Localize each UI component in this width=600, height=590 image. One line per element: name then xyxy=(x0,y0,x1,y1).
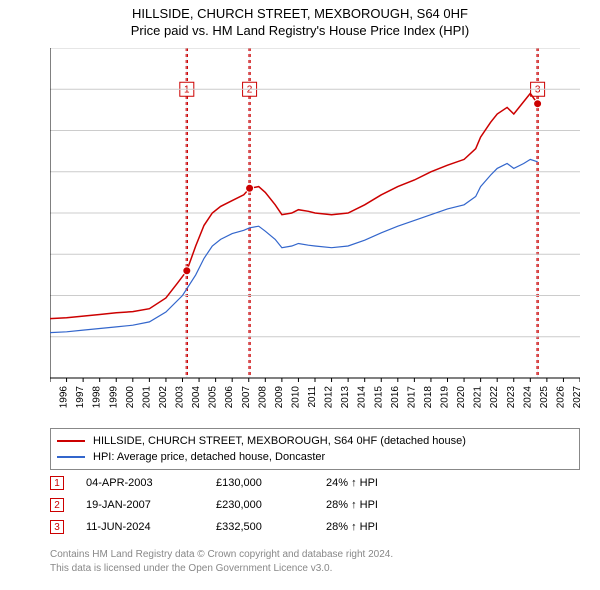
svg-text:1995: 1995 xyxy=(50,386,53,408)
event-price: £332,500 xyxy=(216,521,326,533)
legend: HILLSIDE, CHURCH STREET, MEXBOROUGH, S64… xyxy=(50,428,580,470)
svg-text:2005: 2005 xyxy=(208,386,219,408)
svg-text:2019: 2019 xyxy=(440,386,451,408)
svg-text:2023: 2023 xyxy=(506,386,517,408)
svg-text:1998: 1998 xyxy=(92,386,103,408)
svg-text:2027: 2027 xyxy=(572,386,580,408)
svg-text:2008: 2008 xyxy=(257,386,268,408)
event-price: £130,000 xyxy=(216,477,326,489)
svg-text:2022: 2022 xyxy=(489,386,500,408)
event-row: 3 11-JUN-2024 £332,500 28% ↑ HPI xyxy=(50,516,580,538)
svg-text:1997: 1997 xyxy=(75,386,86,408)
line-chart-svg: 123£0£50K£100K£150K£200K£250K£300K£350K£… xyxy=(50,48,580,408)
event-row: 2 19-JAN-2007 £230,000 28% ↑ HPI xyxy=(50,494,580,516)
svg-text:2014: 2014 xyxy=(357,386,368,408)
svg-text:1999: 1999 xyxy=(108,386,119,408)
legend-label: HPI: Average price, detached house, Donc… xyxy=(93,451,325,463)
event-delta: 24% ↑ HPI xyxy=(326,477,580,489)
title-line1: HILLSIDE, CHURCH STREET, MEXBOROUGH, S64… xyxy=(0,6,600,21)
event-delta: 28% ↑ HPI xyxy=(326,521,580,533)
svg-text:2021: 2021 xyxy=(473,386,484,408)
svg-text:2025: 2025 xyxy=(539,386,550,408)
svg-text:2017: 2017 xyxy=(406,386,417,408)
svg-text:2002: 2002 xyxy=(158,386,169,408)
svg-text:2010: 2010 xyxy=(290,386,301,408)
event-marker-icon: 1 xyxy=(50,476,64,490)
legend-row: HILLSIDE, CHURCH STREET, MEXBOROUGH, S64… xyxy=(57,433,573,449)
svg-text:2020: 2020 xyxy=(456,386,467,408)
chart-area: 123£0£50K£100K£150K£200K£250K£300K£350K£… xyxy=(50,48,580,408)
legend-swatch xyxy=(57,456,85,458)
event-row: 1 04-APR-2003 £130,000 24% ↑ HPI xyxy=(50,472,580,494)
event-price: £230,000 xyxy=(216,499,326,511)
svg-text:2013: 2013 xyxy=(340,386,351,408)
svg-text:2006: 2006 xyxy=(224,386,235,408)
event-marker-icon: 3 xyxy=(50,520,64,534)
title-block: HILLSIDE, CHURCH STREET, MEXBOROUGH, S64… xyxy=(0,0,600,38)
events-table: 1 04-APR-2003 £130,000 24% ↑ HPI 2 19-JA… xyxy=(50,472,580,538)
svg-text:2007: 2007 xyxy=(241,386,252,408)
svg-text:2012: 2012 xyxy=(324,386,335,408)
svg-text:2001: 2001 xyxy=(141,386,152,408)
svg-text:2015: 2015 xyxy=(373,386,384,408)
chart-container: HILLSIDE, CHURCH STREET, MEXBOROUGH, S64… xyxy=(0,0,600,590)
event-marker-icon: 2 xyxy=(50,498,64,512)
svg-text:2024: 2024 xyxy=(522,386,533,408)
event-delta: 28% ↑ HPI xyxy=(326,499,580,511)
title-line2: Price paid vs. HM Land Registry's House … xyxy=(0,23,600,38)
svg-text:2004: 2004 xyxy=(191,386,202,408)
footer-line2: This data is licensed under the Open Gov… xyxy=(50,562,580,576)
svg-text:1996: 1996 xyxy=(59,386,70,408)
svg-text:2026: 2026 xyxy=(555,386,566,408)
svg-text:2009: 2009 xyxy=(274,386,285,408)
event-date: 11-JUN-2024 xyxy=(86,521,216,533)
svg-text:2018: 2018 xyxy=(423,386,434,408)
event-date: 19-JAN-2007 xyxy=(86,499,216,511)
footer-line1: Contains HM Land Registry data © Crown c… xyxy=(50,548,580,562)
svg-text:2016: 2016 xyxy=(390,386,401,408)
svg-text:2000: 2000 xyxy=(125,386,136,408)
legend-row: HPI: Average price, detached house, Donc… xyxy=(57,449,573,465)
event-date: 04-APR-2003 xyxy=(86,477,216,489)
svg-text:2011: 2011 xyxy=(307,386,318,408)
legend-label: HILLSIDE, CHURCH STREET, MEXBOROUGH, S64… xyxy=(93,435,466,447)
footer: Contains HM Land Registry data © Crown c… xyxy=(50,548,580,575)
svg-text:2003: 2003 xyxy=(175,386,186,408)
legend-swatch xyxy=(57,440,85,442)
